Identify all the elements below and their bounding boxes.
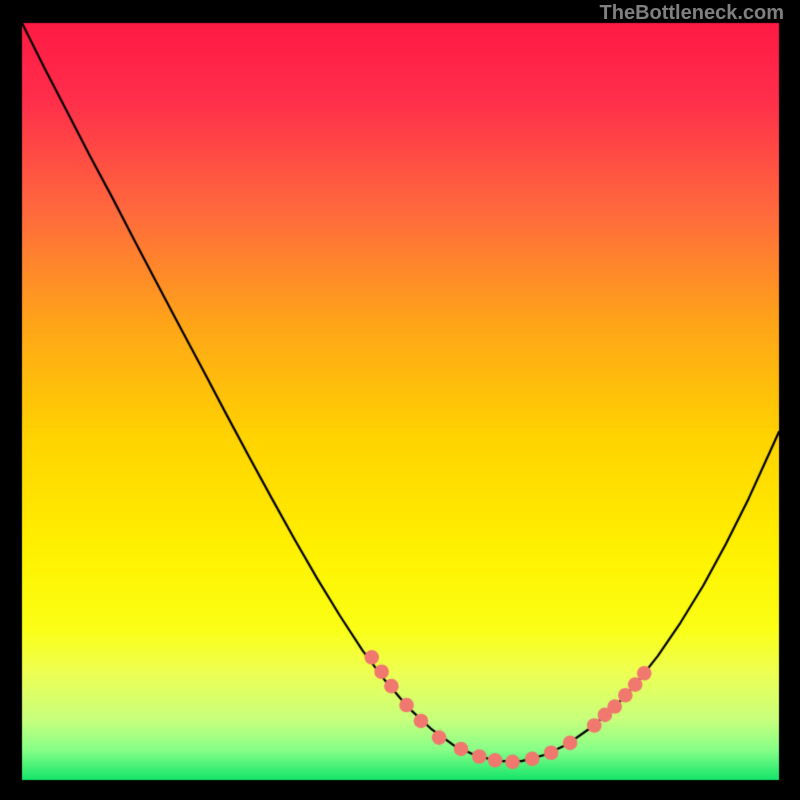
watermark-text: TheBottleneck.com <box>600 2 784 25</box>
chart-stage: TheBottleneck.com <box>0 0 800 800</box>
bottleneck-curve-chart <box>0 0 800 800</box>
